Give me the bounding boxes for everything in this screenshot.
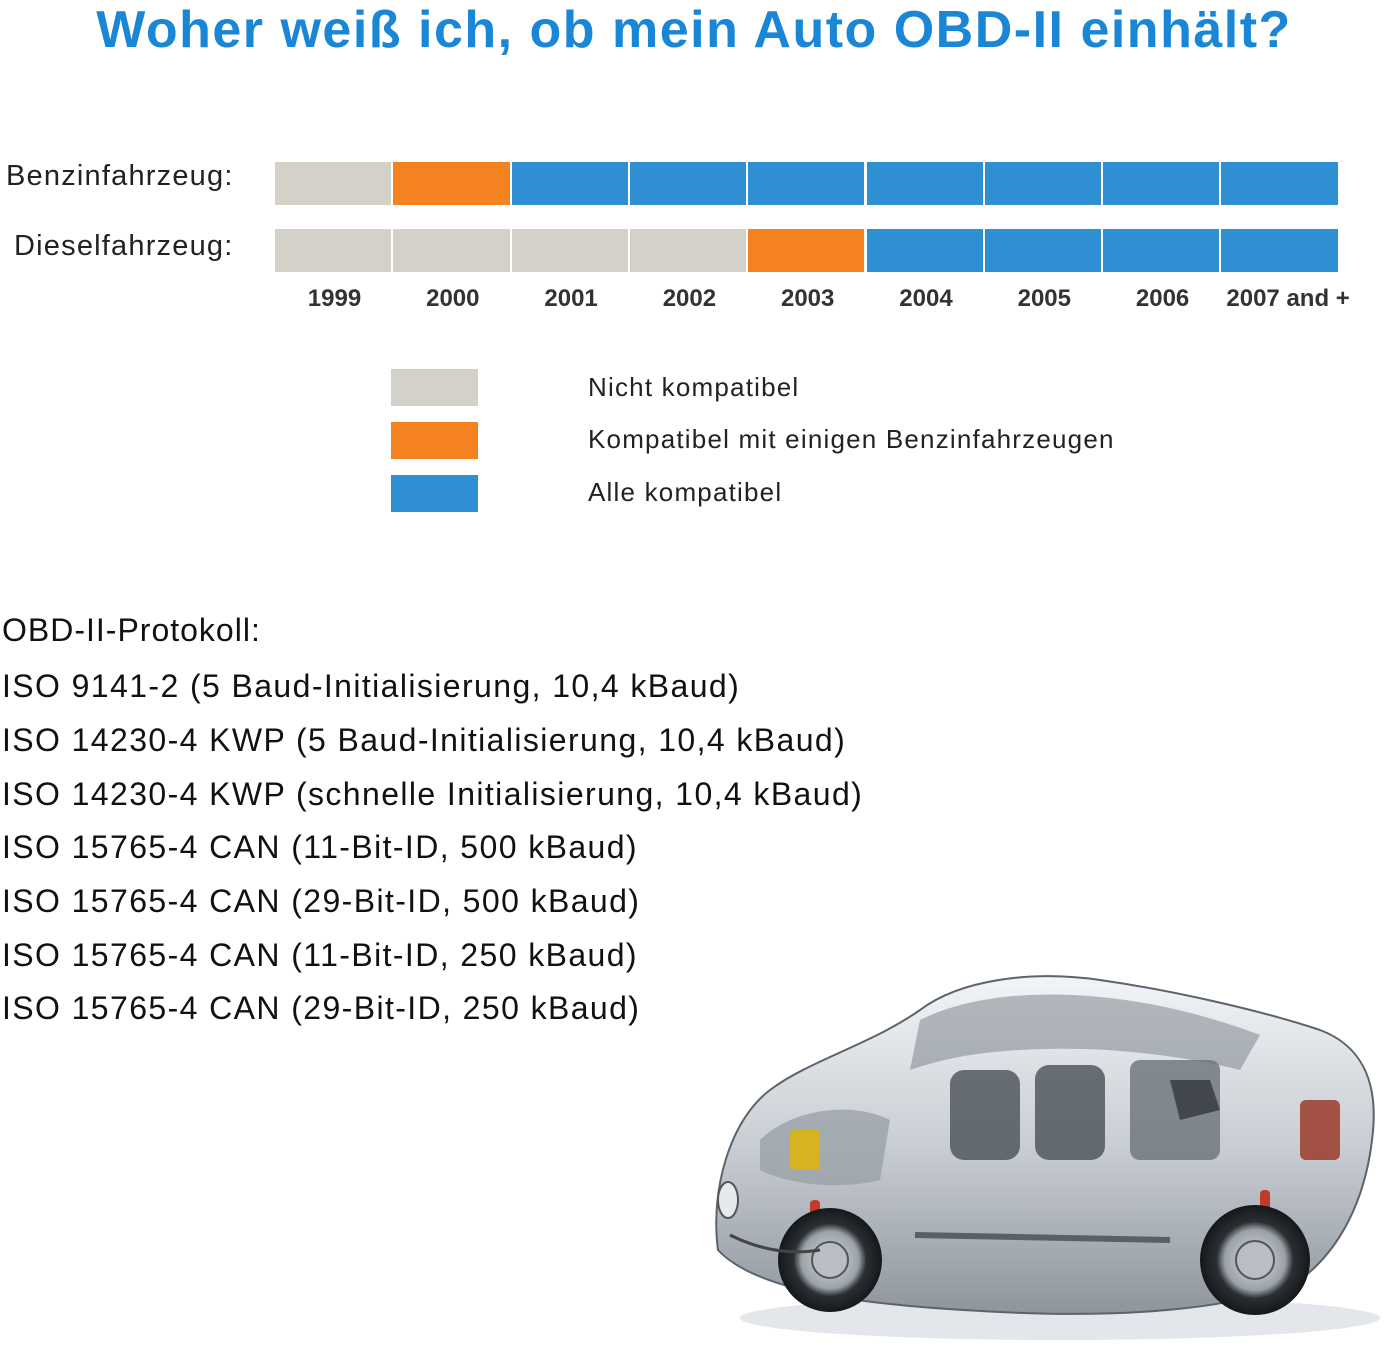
protocol-item: ISO 14230-4 KWP (5 Baud-Initialisierung,…: [2, 722, 847, 758]
page-title: Woher weiß ich, ob mein Auto OBD-II einh…: [96, 1, 1292, 59]
petrol-row-label: Benzinfahrzeug:: [6, 160, 234, 192]
timeline-cell-diesel-incompatible: [511, 229, 628, 272]
diesel-row-label: Dieselfahrzeug:: [14, 230, 234, 262]
timeline-cell-petrol-compatible: [629, 162, 747, 205]
legend-label-incompatible: Nicht kompatibel: [588, 372, 800, 402]
timeline-cell-petrol-compatible: [866, 162, 983, 205]
protocol-item: ISO 9141-2 (5 Baud-Initialisierung, 10,4…: [2, 668, 741, 704]
year-tick-label: 2003: [780, 285, 835, 312]
legend-label-partial: Kompatibel mit einigen Benzinfahrzeugen: [588, 424, 1115, 454]
year-tick-label: 2006: [1135, 285, 1190, 312]
year-tick-label: 2001: [544, 285, 598, 312]
protocol-item: ISO 15765-4 CAN (29-Bit-ID, 250 kBaud): [2, 990, 641, 1026]
year-tick-label: 2000: [426, 285, 480, 312]
timeline-cell-diesel-incompatible: [393, 229, 510, 272]
car-cutaway-illustration: [715, 975, 1380, 1340]
year-tick-label: 2005: [1017, 285, 1071, 312]
timeline-cell-diesel-compatible: [866, 229, 983, 272]
year-tick-label: 2002: [662, 285, 717, 312]
timeline-cell-diesel-incompatible: [275, 229, 392, 272]
protocol-item: ISO 15765-4 CAN (11-Bit-ID, 500 kBaud): [2, 829, 638, 865]
timeline-cell-diesel-incompatible: [629, 229, 747, 272]
timeline-cell-petrol-compatible: [984, 162, 1102, 205]
protocols-heading: OBD-II-Protokoll:: [2, 612, 261, 648]
legend-swatch-incompatible: [391, 369, 478, 406]
timeline-cell-petrol-compatible: [1221, 162, 1338, 205]
year-tick-label: 2004: [899, 285, 953, 312]
legend-swatch-compatible: [391, 475, 478, 512]
timeline-cell-diesel-compatible: [1221, 229, 1338, 272]
timeline-cell-petrol-compatible: [748, 162, 865, 205]
year-tick-label: 2007 and +: [1226, 285, 1350, 312]
year-tick-label: 1999: [307, 285, 362, 312]
timeline-cell-petrol-compatible: [511, 162, 628, 205]
timeline-cell-diesel-partial: [748, 229, 865, 272]
protocol-item: ISO 15765-4 CAN (11-Bit-ID, 250 kBaud): [2, 937, 638, 973]
timeline-cell-petrol-partial: [393, 162, 510, 205]
timeline-cell-petrol-incompatible: [275, 162, 392, 205]
legend-swatch-partial: [391, 422, 478, 459]
timeline-cell-petrol-compatible: [1103, 162, 1220, 205]
legend-label-compatible: Alle kompatibel: [588, 477, 783, 507]
protocol-item: ISO 15765-4 CAN (29-Bit-ID, 500 kBaud): [2, 883, 641, 919]
timeline-cell-diesel-compatible: [984, 229, 1102, 272]
protocol-item: ISO 14230-4 KWP (schnelle Initialisierun…: [2, 776, 864, 812]
timeline-cell-diesel-compatible: [1103, 229, 1220, 272]
